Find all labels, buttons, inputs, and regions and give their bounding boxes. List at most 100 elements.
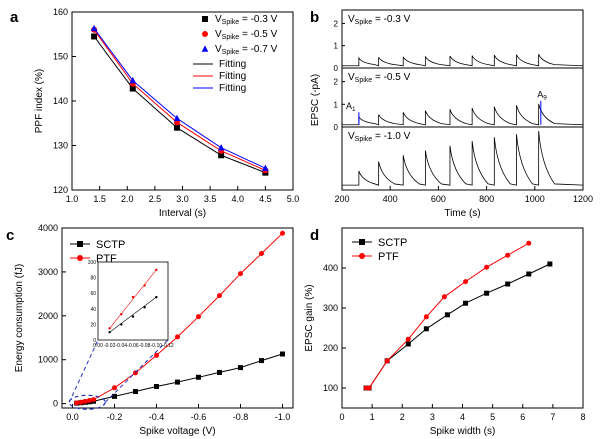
data-point <box>484 264 490 270</box>
inset-x-tick-label: -0.08 <box>139 343 151 349</box>
legend-fit-label: Fitting <box>219 83 246 94</box>
y-tick-label: 120 <box>53 185 68 195</box>
data-point <box>78 399 84 405</box>
data-point <box>405 341 411 347</box>
x-tick-label: 6 <box>520 412 525 422</box>
x-tick-label: -0.4 <box>149 412 165 422</box>
x-tick-label: 1.5 <box>93 194 106 204</box>
legend-marker <box>359 239 365 245</box>
fit-curve <box>93 36 266 174</box>
x-tick-label: 2.5 <box>149 194 162 204</box>
inset-x-tick-label: -0.06 <box>127 343 139 349</box>
inset-line <box>109 296 157 333</box>
x-tick-label: 7 <box>550 412 555 422</box>
data-point <box>173 124 180 131</box>
legend-label: PTF <box>378 251 399 263</box>
x-tick-label: 5 <box>490 412 495 422</box>
legend-entry: VSpike = -0.3 V <box>215 14 278 26</box>
data-point <box>526 240 532 246</box>
zoom-connector <box>68 339 99 403</box>
x-tick-label: 5.0 <box>287 194 300 204</box>
inset-point <box>120 323 123 326</box>
y-tick-label: 2 <box>334 19 339 28</box>
panel-label: a <box>10 9 19 26</box>
data-point <box>441 294 447 300</box>
data-point <box>133 389 138 395</box>
data-point <box>173 114 181 122</box>
inset-y-tick-label: 100 <box>88 260 97 266</box>
inset-x-tick-label: -0.12 <box>162 343 174 349</box>
inset-x-tick-label: -0.04 <box>116 343 128 349</box>
x-tick-label: -0.2 <box>107 412 123 422</box>
legend-entry: VSpike = -0.7 V <box>215 44 278 56</box>
x-tick-label: 4.0 <box>231 194 244 204</box>
legend-label: PTF <box>96 253 117 265</box>
y-tick-label: 160 <box>53 7 68 17</box>
data-point <box>91 33 98 40</box>
data-point <box>74 400 80 406</box>
x-tick-label: 400 <box>383 194 398 204</box>
axes-frame <box>61 227 294 409</box>
data-point <box>196 374 201 380</box>
y-tick-label: 130 <box>53 141 68 151</box>
data-point <box>505 281 511 287</box>
epsc-trace <box>342 54 584 67</box>
y-tick-label: 200 <box>323 343 338 353</box>
data-point <box>259 358 264 364</box>
data-point <box>154 352 159 358</box>
inset-y-tick-label: 40 <box>90 307 96 313</box>
legend-marker <box>359 253 365 259</box>
x-tick-label: 4 <box>460 412 465 422</box>
data-point <box>423 326 429 332</box>
subplot-title: VSpike = -0.3 V <box>348 14 411 26</box>
y-tick-label: 0 <box>53 399 58 409</box>
legend-marker <box>202 31 208 37</box>
data-point <box>238 271 243 277</box>
data-point <box>91 397 96 403</box>
legend-marker <box>77 255 83 261</box>
data-point <box>129 85 136 92</box>
axes-frame <box>341 126 584 191</box>
inset-point <box>108 331 111 334</box>
inset-line <box>109 269 157 329</box>
inset-point <box>143 284 146 287</box>
panel-c: 0.0 -0.2 -0.4 -0.6 -0.8 -1.001000200030004000… <box>6 223 294 437</box>
inset-x-tick-label: 0.00 <box>93 343 103 349</box>
x-tick-label: 0 <box>339 412 344 422</box>
legend-fit-label: Fitting <box>219 59 246 70</box>
x-tick-label: 2.0 <box>121 194 134 204</box>
legend-marker <box>201 45 209 52</box>
data-point <box>280 351 285 357</box>
data-point <box>129 76 137 84</box>
x-axis-label: Spike width (s) <box>430 426 496 437</box>
panel-label: b <box>310 9 319 26</box>
data-point <box>217 144 225 151</box>
y-tick-label: 0 <box>334 123 339 132</box>
legend-label: SCTP <box>96 239 125 251</box>
series-line <box>76 353 283 404</box>
data-point <box>405 336 411 342</box>
data-point <box>112 393 117 399</box>
panel-d: 0 1 2 3 4 5 6 7 8 100 200 300 400 Spike width (s) EPSC… <box>304 227 586 437</box>
data-point <box>154 383 159 389</box>
data-point <box>547 261 553 267</box>
inset-y-tick-label: 20 <box>90 322 96 328</box>
y-axis-label: EPSC gain (%) <box>304 284 315 351</box>
x-tick-label: 1200 <box>573 194 593 204</box>
y-axis-label: EPSC (-pA) <box>310 74 321 126</box>
y-tick-label: 1 <box>334 42 339 51</box>
data-point <box>526 271 532 277</box>
x-axis-label: Time (s) <box>444 208 480 219</box>
inset-point <box>131 295 135 299</box>
x-tick-label: -1.0 <box>275 412 291 422</box>
x-tick-label: 200 <box>334 194 349 204</box>
inset-point <box>120 313 123 316</box>
x-tick-label: 600 <box>431 194 446 204</box>
panel-b: 0 1 2 VSpike = -0.3 V 0 1 2 VSpike = -0.5 V A1 A9… <box>310 9 593 219</box>
y-tick-label: 100 <box>323 383 338 393</box>
inset-y-tick-label: 60 <box>90 291 96 297</box>
y-tick-label: 140 <box>53 96 68 106</box>
x-tick-label: 1000 <box>525 194 545 204</box>
x-tick-label: 3.0 <box>176 194 189 204</box>
x-tick-label: -0.8 <box>233 412 249 422</box>
